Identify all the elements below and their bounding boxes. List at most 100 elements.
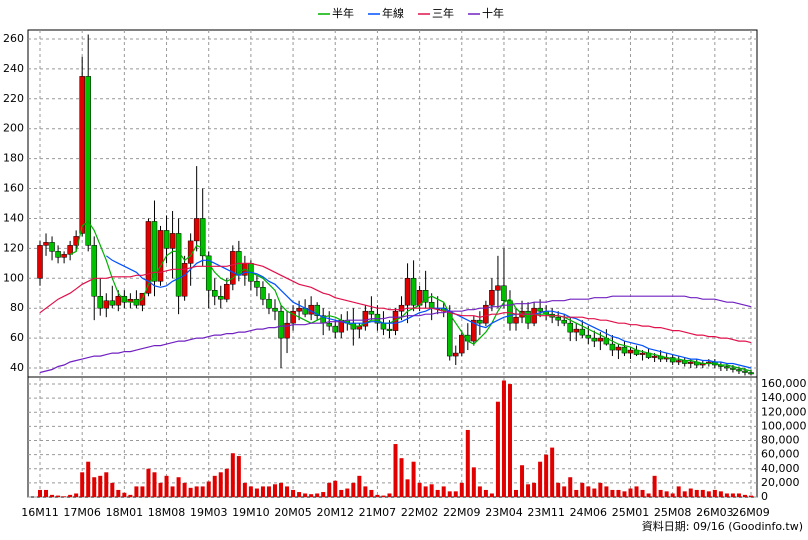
candle-body: [621, 346, 628, 354]
y-tick-label: 40: [10, 361, 24, 374]
candle-body: [296, 307, 302, 312]
y-tick-label: 80: [10, 301, 24, 314]
volume-bar: [122, 492, 127, 497]
volume-bar: [254, 488, 259, 497]
volume-bar: [411, 461, 416, 497]
volume-bar: [742, 494, 747, 497]
volume-bar: [526, 484, 531, 497]
candle-body: [91, 245, 97, 297]
candle-body: [507, 300, 513, 324]
y-tick-label: 140: [3, 211, 24, 224]
volume-bar: [501, 380, 506, 497]
candle-body: [609, 343, 616, 351]
volume-bar: [303, 493, 308, 497]
legend-label: 年線: [382, 6, 404, 20]
y-tick-label: 240: [3, 62, 24, 75]
volume-bar: [640, 489, 645, 497]
volume-bar: [74, 493, 79, 497]
y2-tick-label: 80,000: [761, 434, 800, 447]
plot-frame: [27, 29, 758, 498]
volume-bar: [194, 486, 199, 497]
y-tick-label: 260: [3, 32, 24, 45]
volume-bar: [700, 489, 705, 497]
candle-body: [85, 76, 91, 246]
candle-body: [459, 334, 465, 354]
volume-bar: [694, 489, 699, 497]
volume-bar: [248, 486, 253, 497]
volume-bar: [104, 472, 109, 497]
x-tick-label: 25M01: [612, 506, 650, 519]
candle-body: [495, 285, 501, 291]
volume-bar: [610, 489, 615, 497]
candle-body: [157, 230, 164, 282]
candle-body: [687, 361, 694, 364]
volume-bar: [242, 482, 247, 497]
volume-bar: [50, 494, 55, 497]
candle-body: [272, 307, 278, 312]
ma-line: [39, 295, 752, 374]
volume-bar: [580, 482, 585, 497]
volume-bar: [381, 495, 386, 497]
candle-body: [651, 355, 658, 358]
candle-body: [477, 319, 483, 324]
x-tick-label: 19M03: [190, 506, 228, 519]
volume-bar: [441, 486, 446, 497]
volume-bar: [236, 456, 241, 497]
candle-body: [103, 300, 110, 309]
ma-line: [69, 220, 752, 372]
volume-bar: [285, 486, 290, 497]
volume-bar: [598, 482, 603, 497]
volume-bar: [592, 488, 597, 497]
volume-bar: [538, 461, 543, 497]
y2-tick-label: 120,000: [761, 405, 807, 418]
volume-bar: [550, 447, 555, 497]
volume-bar: [206, 481, 211, 497]
candle-body: [639, 352, 646, 355]
volume-bar: [351, 482, 356, 497]
candle-body: [37, 245, 43, 279]
volume-bar: [375, 494, 380, 497]
volume-bar: [182, 482, 187, 497]
candle-body: [199, 218, 206, 257]
x-tick-label: 19M10: [232, 506, 270, 519]
volume-bar: [568, 477, 573, 497]
candle-body: [398, 304, 405, 312]
volume-bar: [98, 475, 103, 497]
candle-body: [748, 372, 754, 375]
volume-bar: [224, 468, 229, 497]
y-tick-label: 60: [10, 331, 24, 344]
candle-body: [368, 310, 375, 315]
volume-bar: [453, 491, 458, 497]
volume-bar: [218, 472, 223, 497]
candle-body: [386, 328, 393, 331]
volume-bar: [664, 491, 669, 497]
candle-body: [555, 316, 561, 321]
candle-body: [410, 278, 417, 306]
volume-bar: [116, 489, 121, 497]
candle-body: [163, 230, 170, 249]
y-tick-label: 200: [3, 122, 24, 135]
candle-body: [669, 357, 676, 363]
volume-bar: [339, 489, 344, 497]
x-tick-label: 23M04: [485, 506, 523, 519]
candle-body: [736, 369, 742, 372]
volume-bar: [465, 429, 470, 497]
candle-body: [573, 328, 580, 333]
volume-bar: [471, 467, 476, 497]
volume-bar: [423, 486, 428, 497]
candle-body: [742, 370, 748, 373]
volume-bar: [140, 486, 145, 497]
volume-bar: [676, 486, 681, 497]
volume-bar: [309, 494, 314, 497]
y-tick-label: 120: [3, 241, 24, 254]
x-tick-label: 26M09: [732, 506, 770, 519]
candle-body: [326, 322, 332, 327]
x-tick-label: 18M01: [106, 506, 144, 519]
volume-bar: [345, 488, 350, 497]
candle-body: [483, 304, 489, 324]
x-tick-label: 18M08: [148, 506, 186, 519]
volume-bar: [574, 489, 579, 497]
volume-bar: [477, 486, 482, 497]
volume-bar: [544, 454, 549, 497]
